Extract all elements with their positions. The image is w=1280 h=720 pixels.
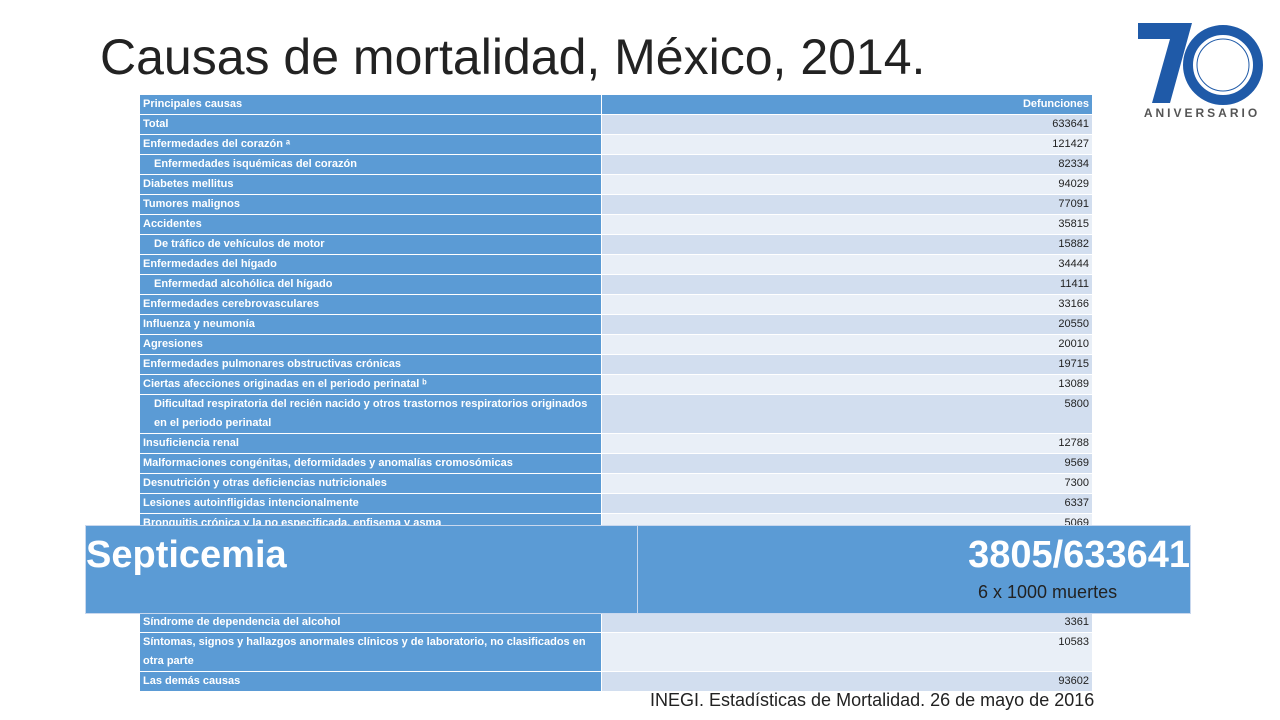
- table-row: Enfermedades del corazón ᵃ 121427: [140, 135, 1092, 155]
- highlight-note: 6 x 1000 muertes: [978, 582, 1118, 602]
- cause-cell: Enfermedades isquémicas del corazón: [140, 155, 601, 174]
- cause-cell: Total: [140, 115, 601, 134]
- cause-cell: Síndrome de dependencia del alcohol: [140, 613, 601, 632]
- logo-text: ANIVERSARIO: [1144, 106, 1260, 120]
- table-row: Síntomas, signos y hallazgos anormales c…: [140, 633, 1092, 672]
- cause-cell: Síntomas, signos y hallazgos anormales c…: [140, 633, 601, 671]
- table-row: Enfermedades pulmonares obstructivas cró…: [140, 355, 1092, 375]
- table-bottom: Síndrome de dependencia del alcohol 3361 S…: [140, 613, 1092, 692]
- count-cell: 94029: [601, 175, 1092, 194]
- highlight-value: 3805/633641: [968, 534, 1190, 576]
- cause-cell: Malformaciones congénitas, deformidades …: [140, 454, 601, 473]
- table-row: Influenza y neumonía 20550: [140, 315, 1092, 335]
- count-cell: 7300: [601, 474, 1092, 493]
- count-cell: 6337: [601, 494, 1092, 513]
- table-row: De tráfico de vehículos de motor 15882: [140, 235, 1092, 255]
- cause-cell: Ciertas afecciones originadas en el peri…: [140, 375, 601, 394]
- table-row: Dificultad respiratoria del recién nacid…: [140, 395, 1092, 434]
- logo-seven: [1138, 23, 1192, 103]
- highlight-label: Septicemia: [86, 526, 638, 613]
- cause-cell: Accidentes: [140, 215, 601, 234]
- count-cell: 34444: [601, 255, 1092, 274]
- cause-cell: De tráfico de vehículos de motor: [140, 235, 601, 254]
- table-row: Accidentes 35815: [140, 215, 1092, 235]
- count-cell: 633641: [601, 115, 1092, 134]
- highlight-box: Septicemia 3805/633641 6 x 1000 muertes: [85, 525, 1191, 614]
- table-row: Agresiones 20010: [140, 335, 1092, 355]
- table-row: Enfermedad alcohólica del hígado 11411: [140, 275, 1092, 295]
- count-cell: 15882: [601, 235, 1092, 254]
- count-cell: 12788: [601, 434, 1092, 453]
- table: Principales causas Defunciones Total 633641…: [140, 95, 1092, 534]
- cause-cell: Dificultad respiratoria del recién nacid…: [140, 395, 601, 433]
- count-cell: 20010: [601, 335, 1092, 354]
- table-row: Ciertas afecciones originadas en el peri…: [140, 375, 1092, 395]
- count-cell: 10583: [601, 633, 1092, 671]
- cause-cell: Enfermedades del corazón ᵃ: [140, 135, 601, 154]
- cause-cell: Desnutrición y otras deficiencias nutric…: [140, 474, 601, 493]
- count-cell: 9569: [601, 454, 1092, 473]
- table-row: Enfermedades del hígado 34444: [140, 255, 1092, 275]
- count-cell: 35815: [601, 215, 1092, 234]
- logo: ANIVERSARIO: [1138, 23, 1263, 120]
- cause-cell: Tumores malignos: [140, 195, 601, 214]
- table-row: Malformaciones congénitas, deformidades …: [140, 454, 1092, 474]
- cause-cell: Diabetes mellitus: [140, 175, 601, 194]
- count-cell: 19715: [601, 355, 1092, 374]
- header-cell: Principales causas: [140, 95, 601, 114]
- cause-cell: Lesiones autoinfligidas intencionalmente: [140, 494, 601, 513]
- table-row: Insuficiencia renal 12788: [140, 434, 1092, 454]
- source: INEGI. Estadísticas de Mortalidad. 26 de…: [650, 690, 1095, 710]
- header-cell: Defunciones: [601, 95, 1092, 114]
- count-cell: 82334: [601, 155, 1092, 174]
- cause-cell: Enfermedades cerebrovasculares: [140, 295, 601, 314]
- cause-cell: Agresiones: [140, 335, 601, 354]
- table-row: Lesiones autoinfligidas intencionalmente…: [140, 494, 1092, 514]
- header-row: Principales causas Defunciones: [140, 95, 1092, 115]
- count-cell: 93602: [601, 672, 1092, 691]
- table-row: Diabetes mellitus 94029: [140, 175, 1092, 195]
- logo-seal: [1196, 38, 1250, 92]
- table-row: Síndrome de dependencia del alcohol 3361: [140, 613, 1092, 633]
- count-cell: 33166: [601, 295, 1092, 314]
- table-row: Las demás causas 93602: [140, 672, 1092, 692]
- table-row: Enfermedades cerebrovasculares 33166: [140, 295, 1092, 315]
- table-row: Desnutrición y otras deficiencias nutric…: [140, 474, 1092, 494]
- cause-cell: Insuficiencia renal: [140, 434, 601, 453]
- table-row: Total 633641: [140, 115, 1092, 135]
- count-cell: 13089: [601, 375, 1092, 394]
- highlight-right: 3805/633641 6 x 1000 muertes: [638, 526, 1190, 613]
- cause-cell: Enfermedades pulmonares obstructivas cró…: [140, 355, 601, 374]
- count-cell: 11411: [601, 275, 1092, 294]
- count-cell: 121427: [601, 135, 1092, 154]
- count-cell: 77091: [601, 195, 1092, 214]
- cause-cell: Enfermedad alcohólica del hígado: [140, 275, 601, 294]
- table-row: Enfermedades isquémicas del corazón 82334: [140, 155, 1092, 175]
- table-row: Tumores malignos 77091: [140, 195, 1092, 215]
- cause-cell: Las demás causas: [140, 672, 601, 691]
- count-cell: 5800: [601, 395, 1092, 433]
- count-cell: 3361: [601, 613, 1092, 632]
- cause-cell: Influenza y neumonía: [140, 315, 601, 334]
- slide-title: Causas de mortalidad, México, 2014.: [100, 29, 926, 85]
- cause-cell: Enfermedades del hígado: [140, 255, 601, 274]
- logo-ring: [1183, 25, 1263, 105]
- count-cell: 20550: [601, 315, 1092, 334]
